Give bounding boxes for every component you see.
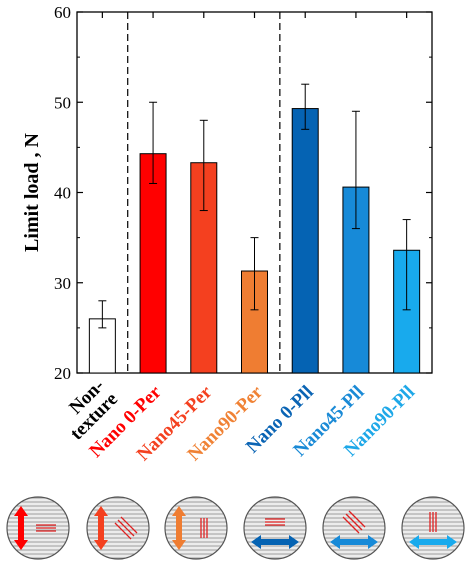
y-tick-label: 60 xyxy=(54,3,71,22)
orientation-diagrams xyxy=(6,496,465,560)
hatched-disk xyxy=(164,496,228,560)
bar xyxy=(139,153,167,374)
texture-lines xyxy=(200,518,208,538)
load-direction-arrow-icon xyxy=(172,506,186,550)
texture-line xyxy=(348,510,366,528)
texture-line xyxy=(117,519,135,537)
texture-line xyxy=(342,516,360,534)
y-tick-label: 20 xyxy=(54,364,71,383)
load-direction-arrow-icon xyxy=(14,506,28,550)
texture-line xyxy=(345,513,363,531)
y-tick-label: 30 xyxy=(54,274,71,293)
orientation-diagram xyxy=(401,496,465,560)
load-direction-arrow-icon xyxy=(94,506,108,550)
y-axis-title: Limit load , N xyxy=(21,133,43,252)
hatched-disk xyxy=(86,496,150,560)
texture-line xyxy=(120,516,138,534)
orientation-diagram xyxy=(6,496,70,560)
bars xyxy=(88,83,421,374)
load-direction-arrow-icon xyxy=(330,535,378,549)
orientation-diagram xyxy=(86,496,150,560)
y-tick-label: 50 xyxy=(54,93,71,112)
texture-line xyxy=(114,522,132,540)
orientation-diagram xyxy=(164,496,228,560)
load-direction-arrow-icon xyxy=(409,535,457,549)
texture-lines xyxy=(36,524,56,532)
orientation-diagram xyxy=(243,496,307,560)
texture-lines xyxy=(265,518,285,526)
load-direction-arrow-icon xyxy=(251,535,299,549)
texture-lines xyxy=(342,510,366,534)
hatched-disk xyxy=(243,496,307,560)
texture-lines xyxy=(114,516,138,540)
orientation-diagram xyxy=(322,496,386,560)
bar xyxy=(291,108,319,374)
y-tick-label: 40 xyxy=(54,184,71,203)
texture-lines xyxy=(429,512,437,532)
axes: 20 30 40 50 60 Limit load , N xyxy=(21,3,433,383)
